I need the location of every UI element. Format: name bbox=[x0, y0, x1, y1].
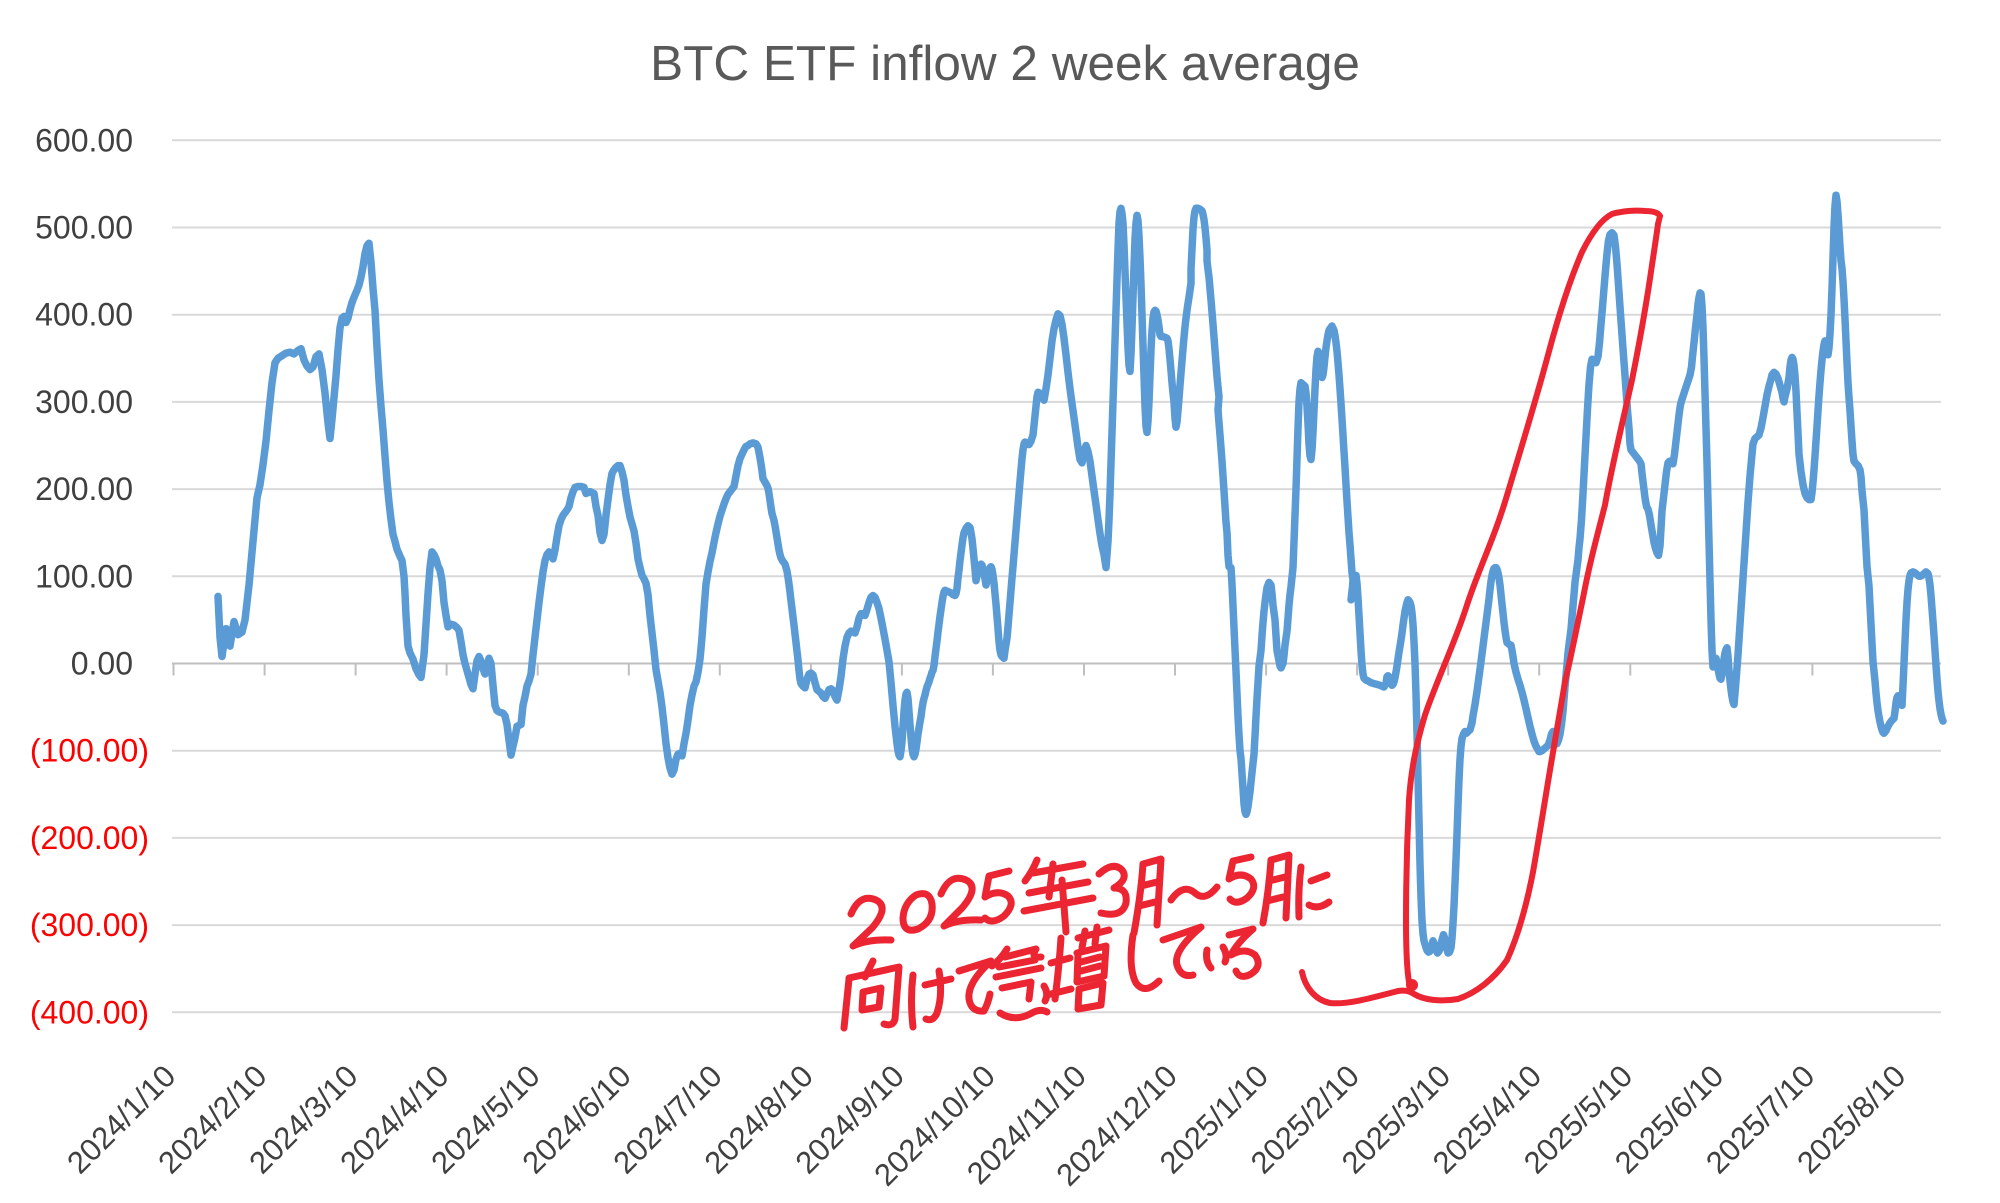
svg-text:600.00: 600.00 bbox=[35, 122, 133, 158]
svg-text:0.00: 0.00 bbox=[71, 646, 133, 682]
svg-text:(400.00): (400.00) bbox=[30, 994, 149, 1030]
svg-text:(300.00): (300.00) bbox=[30, 907, 149, 943]
svg-text:500.00: 500.00 bbox=[35, 210, 133, 246]
svg-text:400.00: 400.00 bbox=[35, 297, 133, 333]
svg-text:300.00: 300.00 bbox=[35, 384, 133, 420]
svg-text:200.00: 200.00 bbox=[35, 471, 133, 507]
svg-text:(200.00): (200.00) bbox=[30, 820, 149, 856]
svg-text:BTC ETF inflow 2 week average: BTC ETF inflow 2 week average bbox=[650, 36, 1360, 91]
svg-text:(100.00): (100.00) bbox=[30, 733, 149, 769]
svg-text:100.00: 100.00 bbox=[35, 558, 133, 594]
